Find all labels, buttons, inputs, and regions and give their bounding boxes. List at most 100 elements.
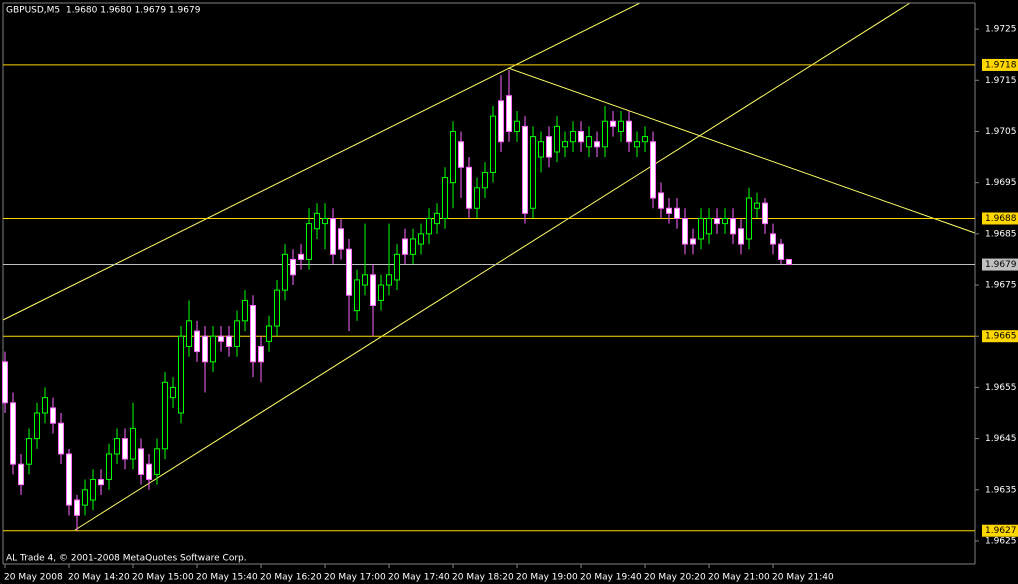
candle-body (594, 141, 600, 148)
candle-body (762, 202, 768, 225)
level-label-box (982, 258, 1018, 271)
candle-body (26, 438, 32, 465)
candle-body (58, 422, 64, 455)
candle-body (154, 448, 160, 475)
level-label: 1.9688 (985, 214, 1017, 224)
y-tick-label: 1.9715 (985, 76, 1017, 86)
candle-body (146, 463, 152, 481)
candle-body (186, 320, 192, 347)
level-label-box (982, 58, 1018, 71)
candle-body (642, 136, 648, 143)
x-tick-label: 20 May 16:20 (260, 573, 322, 583)
candle-body (10, 402, 16, 465)
candle-body (410, 238, 416, 255)
candle-body (442, 177, 448, 219)
candle-body (354, 279, 360, 312)
candle-body (402, 238, 408, 255)
candle-body (338, 228, 344, 250)
candle-body (130, 427, 136, 460)
x-tick-label: 20 May 20:20 (644, 573, 706, 583)
x-tick-label: 20 May 21:00 (708, 573, 770, 583)
candle-body (170, 386, 176, 399)
candle-body (738, 228, 744, 245)
candle-body (258, 345, 264, 363)
y-tick-label: 1.9635 (985, 485, 1017, 495)
candle-body (274, 289, 280, 327)
candle-body (82, 489, 88, 506)
candle-body (490, 115, 496, 173)
candle-body (450, 130, 456, 184)
candle-body (322, 217, 328, 225)
x-tick-label: 20 May 15:40 (196, 573, 258, 583)
candle-body (770, 233, 776, 245)
y-tick-label: 1.9695 (985, 178, 1017, 188)
candle-body (626, 120, 632, 143)
candle-body (242, 299, 248, 322)
candle-body (218, 335, 224, 342)
level-label-box (982, 212, 1018, 225)
y-tick-label: 1.9725 (985, 25, 1017, 35)
candle-body (434, 212, 440, 225)
candle-body (706, 217, 712, 235)
candle-body (210, 335, 216, 363)
x-tick-label: 20 May 2008 (4, 573, 63, 583)
candle-body (34, 412, 40, 440)
candle-body (474, 187, 480, 209)
candle-body (466, 166, 472, 209)
candle-body (714, 217, 720, 225)
candle-body (330, 217, 336, 255)
x-tick-label: 20 May 17:40 (388, 573, 450, 583)
candles (2, 70, 792, 531)
candle-body (138, 448, 144, 475)
x-tick-label: 20 May 15:00 (132, 573, 194, 583)
candle-body (386, 274, 392, 286)
x-tick-label: 20 May 19:40 (580, 573, 642, 583)
candle-body (290, 258, 296, 276)
x-tick-label: 20 May 18:20 (452, 573, 514, 583)
candle-body (698, 217, 704, 240)
candle-body (570, 130, 576, 143)
level-label: 1.9679 (985, 260, 1017, 270)
candle-body (74, 499, 80, 516)
candle-body (746, 197, 752, 240)
candle-body (554, 125, 560, 153)
candle-body (18, 463, 24, 486)
candle-body (90, 479, 96, 501)
levels (3, 64, 975, 532)
chart-title: GBPUSD,M5 1.9680 1.9680 1.9679 1.9679 (6, 6, 201, 16)
candle-body (226, 335, 232, 347)
y-tick-label: 1.9705 (985, 127, 1017, 137)
candle-body (634, 141, 640, 148)
candle-body (578, 130, 584, 143)
trend-line (2, 2, 641, 321)
candle-body (66, 453, 72, 506)
candle-body (650, 141, 656, 199)
candle-body (778, 243, 784, 260)
candle-body (522, 125, 528, 214)
candle-body (346, 248, 352, 296)
y-tick-label: 1.9675 (985, 281, 1017, 291)
candle-body (674, 207, 680, 219)
candle-body (658, 192, 664, 209)
candle-body (538, 141, 544, 158)
candle-body (122, 438, 128, 460)
footer: AL Trade 4, © 2001-2008 MetaQuotes Softw… (6, 554, 247, 564)
candle-body (298, 253, 304, 260)
candle-body (562, 141, 568, 148)
level-label: 1.9665 (985, 332, 1017, 342)
x-tick-label: 20 May 19:00 (516, 573, 578, 583)
y-tick-label: 1.9685 (985, 229, 1017, 239)
candle-body (786, 258, 792, 266)
candle-body (114, 438, 120, 455)
level-label-box (982, 524, 1018, 537)
candle-body (98, 479, 104, 486)
candle-body (482, 171, 488, 189)
candle-body (418, 233, 424, 245)
x-tick-label: 20 May 14:20 (68, 573, 130, 583)
candle-body (586, 136, 592, 148)
candle-body (162, 381, 168, 450)
candle-body (306, 223, 312, 260)
candle-body (314, 212, 320, 230)
